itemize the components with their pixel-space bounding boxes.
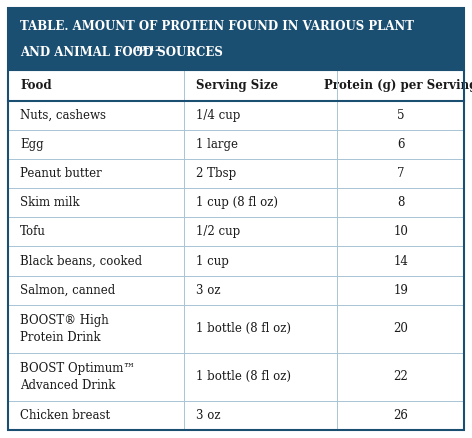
Bar xyxy=(8,305,464,353)
Bar xyxy=(8,401,464,430)
Text: Nuts, cashews: Nuts, cashews xyxy=(20,109,106,122)
Text: 20: 20 xyxy=(393,322,408,335)
Text: Black beans, cooked: Black beans, cooked xyxy=(20,254,142,268)
Text: Egg: Egg xyxy=(20,138,43,151)
Text: Salmon, canned: Salmon, canned xyxy=(20,284,115,297)
Text: Protein (g) per Serving: Protein (g) per Serving xyxy=(324,79,472,92)
Bar xyxy=(8,8,464,71)
Text: Serving Size: Serving Size xyxy=(195,79,278,92)
Text: Chicken breast: Chicken breast xyxy=(20,409,110,422)
Text: AND ANIMAL FOOD SOURCES: AND ANIMAL FOOD SOURCES xyxy=(20,46,223,60)
Text: 1 large: 1 large xyxy=(195,138,237,151)
Text: 1 cup (8 fl oz): 1 cup (8 fl oz) xyxy=(195,196,278,209)
Text: Peanut butter: Peanut butter xyxy=(20,167,102,180)
Text: 3 oz: 3 oz xyxy=(195,409,220,422)
Bar xyxy=(8,217,464,247)
Text: 6: 6 xyxy=(397,138,405,151)
Text: BOOST Optimum™
Advanced Drink: BOOST Optimum™ Advanced Drink xyxy=(20,362,135,392)
Bar xyxy=(8,130,464,159)
Text: 5: 5 xyxy=(397,109,405,122)
Text: 1 bottle (8 fl oz): 1 bottle (8 fl oz) xyxy=(195,371,291,383)
Text: Tofu: Tofu xyxy=(20,226,46,238)
Text: Skim milk: Skim milk xyxy=(20,196,80,209)
Text: 19: 19 xyxy=(393,284,408,297)
Bar xyxy=(8,101,464,130)
Text: 3 oz: 3 oz xyxy=(195,284,220,297)
Text: 1/2 cup: 1/2 cup xyxy=(195,226,240,238)
Text: 1/4 cup: 1/4 cup xyxy=(195,109,240,122)
Text: Food: Food xyxy=(20,79,51,92)
Bar xyxy=(8,188,464,217)
Bar xyxy=(8,276,464,305)
Text: 22: 22 xyxy=(393,371,408,383)
Text: TABLE. AMOUNT OF PROTEIN FOUND IN VARIOUS PLANT: TABLE. AMOUNT OF PROTEIN FOUND IN VARIOU… xyxy=(20,20,414,33)
Text: 10-12: 10-12 xyxy=(134,45,160,53)
Text: 8: 8 xyxy=(397,196,405,209)
Bar xyxy=(8,71,464,101)
Bar xyxy=(8,247,464,276)
Text: 1 bottle (8 fl oz): 1 bottle (8 fl oz) xyxy=(195,322,291,335)
Bar xyxy=(8,159,464,188)
Text: 10: 10 xyxy=(393,226,408,238)
Text: 1 cup: 1 cup xyxy=(195,254,228,268)
Text: 26: 26 xyxy=(393,409,408,422)
Text: BOOST® High
Protein Drink: BOOST® High Protein Drink xyxy=(20,314,109,343)
Text: 2 Tbsp: 2 Tbsp xyxy=(195,167,236,180)
Bar xyxy=(8,353,464,401)
Text: 7: 7 xyxy=(397,167,405,180)
Text: 14: 14 xyxy=(393,254,408,268)
